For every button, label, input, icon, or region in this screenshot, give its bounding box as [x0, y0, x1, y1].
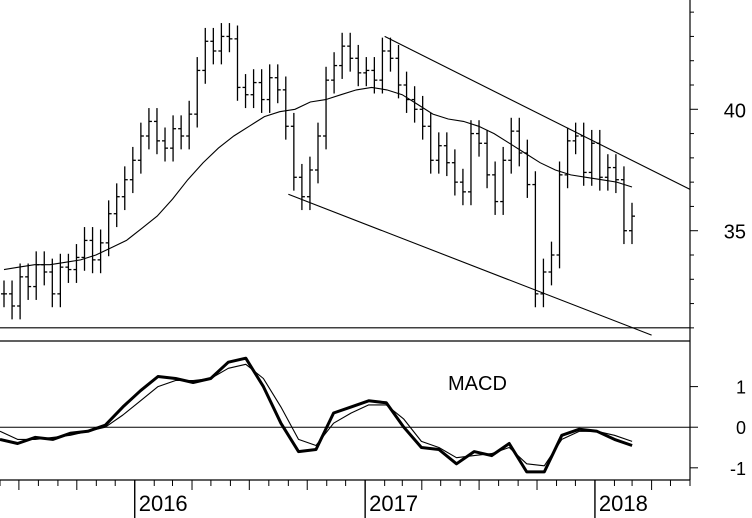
price-bar — [355, 44, 362, 87]
macd-tick-label: 0 — [736, 418, 746, 438]
upper-trendline — [384, 35, 691, 190]
price-bar — [620, 166, 627, 245]
price-bar — [508, 117, 515, 174]
price-bar — [202, 27, 209, 84]
price-bar — [572, 122, 579, 155]
price-bar — [548, 241, 555, 286]
price-bar — [379, 37, 386, 94]
price-tick-label: 35 — [724, 222, 746, 244]
year-label: 2016 — [139, 491, 188, 516]
price-bar — [500, 146, 507, 215]
price-bar — [9, 280, 16, 320]
price-bar — [137, 122, 144, 174]
price-bar — [290, 112, 297, 191]
price-bar — [323, 66, 330, 150]
price-bar — [532, 171, 539, 308]
macd-line — [0, 356, 633, 474]
price-bar — [210, 27, 217, 65]
price-bar — [298, 163, 305, 211]
price-bar — [25, 263, 32, 300]
price-bar — [540, 258, 547, 308]
price-bar — [604, 154, 611, 191]
price-bar — [556, 161, 563, 269]
price-bar — [242, 74, 249, 109]
right-axis: 35 40 1 0 -1 — [689, 0, 746, 480]
price-bar — [65, 253, 72, 283]
price-bar — [331, 52, 338, 94]
price-bar — [73, 244, 80, 283]
price-bar — [194, 57, 201, 128]
price-bar — [113, 183, 120, 228]
price-bar — [121, 166, 128, 211]
price-bar — [153, 108, 160, 155]
price-bar — [516, 117, 523, 167]
year-label: 2018 — [599, 491, 648, 516]
price-bar — [41, 251, 48, 286]
price-bar — [459, 168, 466, 206]
price-bar — [451, 149, 458, 196]
price-bar — [145, 108, 152, 150]
price-panel — [0, 23, 691, 336]
price-bar — [170, 115, 177, 162]
macd-tick-label: -1 — [730, 459, 746, 479]
price-bar — [596, 129, 603, 191]
price-bar — [306, 156, 313, 211]
price-bar — [97, 229, 104, 274]
price-tick-label: 40 — [724, 100, 746, 122]
price-bar — [629, 202, 635, 245]
price-bar — [435, 132, 442, 174]
price-bar — [17, 263, 24, 320]
price-bar — [419, 95, 426, 140]
price-bar — [524, 139, 531, 198]
price-bar — [234, 25, 241, 101]
price-bar — [282, 76, 289, 140]
price-bar — [258, 69, 265, 113]
year-label: 2017 — [369, 491, 418, 516]
price-bar — [57, 253, 64, 308]
price-bar — [363, 57, 370, 87]
lower-trendline — [288, 193, 652, 336]
macd-tick-label: 1 — [736, 378, 746, 398]
price-bar — [274, 64, 281, 104]
macd-panel — [0, 356, 690, 474]
price-bar — [387, 37, 394, 72]
macd-label: MACD — [448, 373, 507, 395]
price-bar — [339, 32, 346, 79]
price-bar — [226, 23, 233, 53]
price-bar — [411, 86, 418, 123]
moving-average-line — [3, 86, 633, 271]
price-bar — [612, 154, 619, 194]
price-bar — [564, 127, 571, 189]
price-bar — [443, 132, 450, 177]
price-bar — [105, 200, 112, 257]
price-bar — [347, 32, 354, 72]
price-bar — [588, 129, 595, 186]
price-bar — [395, 44, 402, 99]
price-bar — [81, 227, 88, 271]
price-bar — [315, 122, 321, 184]
price-bar — [49, 258, 56, 308]
price-bar — [129, 146, 136, 194]
price-bar — [484, 129, 491, 189]
x-axis: 2016 2017 2018 — [0, 479, 691, 518]
price-bar — [178, 115, 185, 150]
price-bar — [492, 161, 499, 215]
price-bar — [162, 127, 169, 162]
price-bar — [427, 112, 434, 174]
price-bar — [403, 71, 410, 113]
price-bar — [89, 227, 96, 274]
price-bar — [467, 120, 474, 206]
price-bar — [186, 100, 193, 150]
signal-line — [0, 363, 633, 467]
price-bar — [266, 64, 273, 113]
price-bar — [33, 251, 40, 300]
price-bar — [250, 69, 257, 109]
price-bar — [1, 280, 7, 308]
price-bar — [218, 23, 225, 65]
